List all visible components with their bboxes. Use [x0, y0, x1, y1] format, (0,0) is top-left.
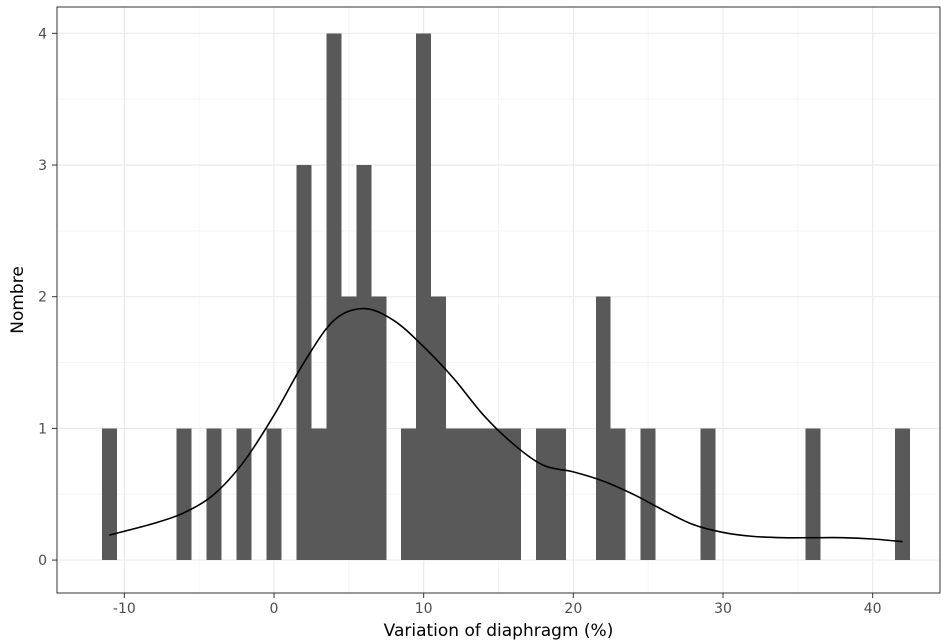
histogram-bar — [311, 428, 327, 561]
histogram-bar — [341, 296, 357, 561]
histogram-bar — [176, 428, 192, 561]
y-tick-label: 2 — [38, 290, 47, 306]
histogram-bars — [101, 33, 911, 561]
histogram-bar — [700, 428, 716, 561]
histogram-bar — [610, 428, 626, 561]
x-axis-title: Variation of diaphragm (%) — [384, 621, 614, 641]
y-tick-label: 1 — [38, 421, 47, 437]
histogram-bar — [595, 296, 611, 561]
histogram-bar — [431, 296, 447, 561]
histogram-bar — [371, 296, 387, 561]
histogram-bar — [326, 33, 342, 561]
histogram-bar — [446, 428, 462, 561]
histogram-bar — [476, 428, 492, 561]
histogram-bar — [550, 428, 566, 561]
y-tick-label: 4 — [38, 26, 47, 42]
histogram-bar — [805, 428, 821, 561]
y-axis-ticks: 0 1 2 3 4 — [38, 26, 57, 569]
y-axis-title: Nombre — [8, 266, 28, 334]
y-tick-label: 0 — [38, 553, 47, 569]
histogram-bar — [535, 428, 551, 561]
histogram-bar — [266, 428, 282, 561]
histogram-bar — [101, 428, 117, 561]
x-tick-label: 30 — [714, 601, 732, 617]
x-tick-label: 10 — [415, 601, 433, 617]
x-tick-label: -10 — [113, 601, 136, 617]
x-axis-ticks: -10 0 10 20 30 40 — [113, 593, 882, 617]
histogram-bar — [491, 428, 506, 561]
x-tick-label: 20 — [564, 601, 582, 617]
x-tick-label: 40 — [864, 601, 882, 617]
density-curve — [109, 307, 903, 543]
histogram-bar — [640, 428, 656, 561]
histogram-bar — [356, 165, 372, 561]
x-tick-label: 0 — [270, 601, 279, 617]
panel-border — [56, 6, 941, 594]
histogram-bar — [895, 428, 911, 561]
histogram-bar — [505, 428, 521, 561]
histogram-bar — [416, 33, 432, 561]
histogram-bar — [461, 428, 477, 561]
histogram-bar — [236, 428, 252, 561]
y-tick-label: 3 — [38, 158, 47, 174]
histogram-bar — [401, 428, 417, 561]
